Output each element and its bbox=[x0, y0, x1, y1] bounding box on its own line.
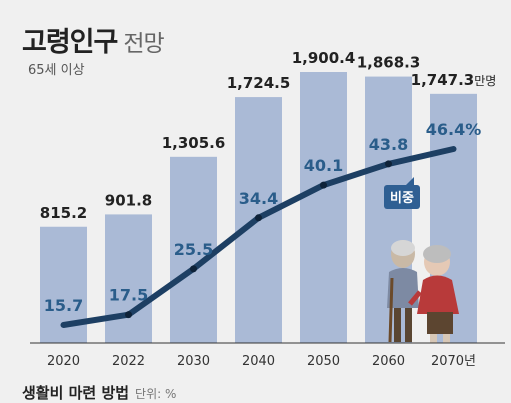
ratio-badge bbox=[384, 185, 420, 209]
ratio-value-2020: 15.7 bbox=[44, 296, 83, 315]
next-section-title: 생활비 마련 방법 단위: % bbox=[22, 382, 176, 403]
unit-label: 단위: % bbox=[135, 387, 177, 401]
ratio-value-2050: 40.1 bbox=[304, 156, 343, 175]
ratio-point-2022 bbox=[125, 311, 132, 319]
bar-unit: 만명 bbox=[474, 74, 496, 88]
bar-value-2030: 1,305.6 bbox=[162, 134, 226, 152]
ratio-value-2040: 34.4 bbox=[239, 189, 278, 208]
bar-value-2070년: 1,747.3만명 bbox=[411, 71, 497, 89]
illustration-part-9 bbox=[427, 312, 453, 334]
illustration-part-10 bbox=[430, 334, 437, 343]
ratio-value-2022: 17.5 bbox=[109, 286, 148, 305]
chart-title-main: 고령인구 bbox=[22, 27, 118, 58]
ratio-value-2030: 25.5 bbox=[174, 240, 213, 259]
ratio-point-2050 bbox=[320, 181, 327, 189]
ratio-value-2060: 43.8 bbox=[369, 135, 408, 154]
bar-value-2020: 815.2 bbox=[40, 204, 87, 222]
chart-title: 고령인구 전망 bbox=[22, 20, 165, 59]
x-tick-2060: 2060 bbox=[372, 354, 405, 369]
x-tick-2040: 2040 bbox=[242, 354, 275, 369]
bar-2022 bbox=[105, 214, 152, 343]
x-tick-2050: 2050 bbox=[307, 354, 340, 369]
bar-2030 bbox=[170, 156, 217, 343]
ratio-point-2040 bbox=[255, 214, 262, 222]
illustration-part-11 bbox=[443, 334, 450, 343]
illustration-part-3 bbox=[394, 308, 401, 342]
illustration-part-1 bbox=[391, 240, 415, 256]
illustration-part-4 bbox=[405, 308, 412, 342]
bar-value-2060: 1,868.3 bbox=[357, 54, 421, 72]
x-tick-2022: 2022 bbox=[112, 354, 145, 369]
chart-subtitle: 65세 이상 bbox=[28, 63, 85, 78]
bar-2050 bbox=[300, 72, 347, 343]
x-tick-2030: 2030 bbox=[177, 354, 210, 369]
ratio-value-2070년: 46.4% bbox=[426, 120, 482, 139]
illustration-part-12 bbox=[408, 290, 422, 306]
ratio-badge-pointer bbox=[406, 177, 414, 185]
chart-title-sub: 전망 bbox=[123, 31, 164, 57]
ratio-badge-label: 비중 bbox=[390, 191, 414, 206]
elderly-couple-illustration bbox=[387, 240, 459, 343]
illustration-part-8 bbox=[417, 275, 459, 314]
x-tick-2020: 2020 bbox=[47, 354, 80, 369]
bar-value-2040: 1,724.5 bbox=[227, 74, 291, 92]
x-tick-2070년: 2070년 bbox=[431, 354, 476, 369]
ratio-point-2030 bbox=[190, 265, 197, 273]
ratio-point-2060 bbox=[385, 160, 392, 168]
bar-value-2022: 901.8 bbox=[105, 191, 152, 209]
bar-value-2050: 1,900.4 bbox=[292, 49, 356, 67]
next-section-title-text: 생활비 마련 방법 bbox=[22, 384, 130, 402]
illustration-part-5 bbox=[388, 277, 394, 343]
illustration-part-7 bbox=[423, 245, 451, 263]
illustration-part-2 bbox=[387, 268, 419, 308]
